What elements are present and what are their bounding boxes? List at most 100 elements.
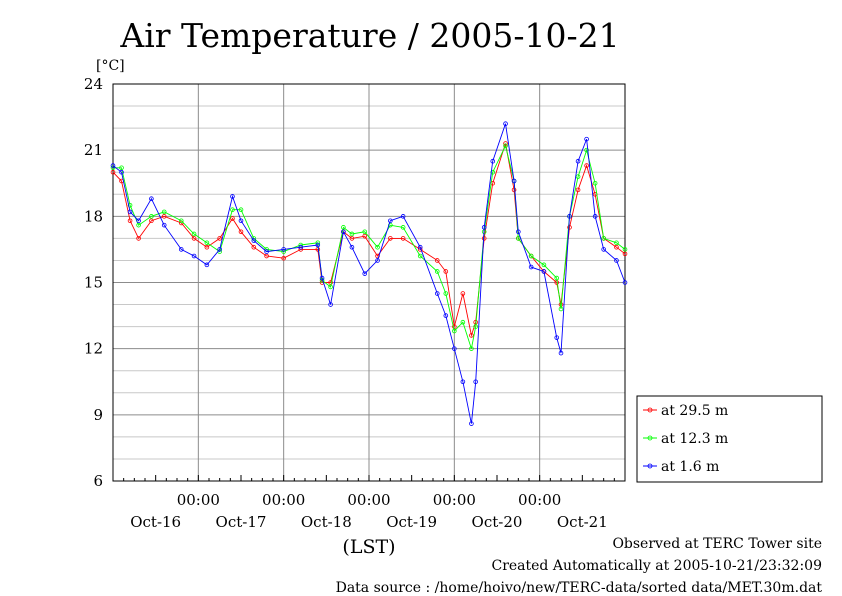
- data-point: [161, 209, 167, 215]
- data-point: [528, 264, 534, 270]
- data-point: [119, 169, 124, 175]
- data-point: [541, 269, 547, 274]
- data-point: [251, 238, 257, 243]
- data-point: [127, 218, 133, 224]
- data-point: [490, 158, 496, 164]
- data-point: [362, 229, 368, 235]
- data-point: [161, 214, 167, 219]
- series-line: [113, 144, 626, 349]
- data-point: [238, 229, 244, 235]
- data-point: [443, 291, 449, 296]
- series-2: [110, 121, 628, 426]
- data-point: [110, 163, 116, 168]
- data-point: [614, 244, 619, 250]
- data-point: [443, 313, 449, 318]
- legend-label: at 12.3 m: [661, 431, 728, 447]
- x-time-label: 00:00: [177, 491, 220, 509]
- data-point: [567, 225, 572, 230]
- data-point: [460, 379, 466, 385]
- data-point: [400, 236, 406, 241]
- data-point: [400, 214, 406, 219]
- legend-swatch-point: [647, 435, 653, 441]
- data-point: [349, 231, 355, 237]
- data-point: [511, 178, 517, 184]
- data-point: [191, 236, 197, 241]
- data-point: [328, 280, 333, 285]
- data-point: [434, 291, 440, 296]
- data-point: [191, 231, 197, 237]
- data-point: [375, 253, 380, 259]
- data-point: [503, 143, 508, 149]
- data-point: [264, 253, 269, 259]
- data-point: [204, 244, 210, 250]
- y-tick-label: 18: [84, 207, 103, 225]
- data-point: [528, 253, 534, 259]
- x-time-label: 00:00: [262, 491, 305, 509]
- data-point: [298, 244, 304, 250]
- x-time-label: 00:00: [433, 491, 476, 509]
- data-point: [230, 216, 235, 221]
- x-date-label: Oct-20: [472, 513, 523, 531]
- footer-observed: Observed at TERC Tower site: [612, 536, 822, 552]
- data-point: [127, 209, 133, 215]
- data-point: [341, 229, 346, 235]
- data-point: [251, 244, 257, 250]
- data-point: [136, 222, 141, 228]
- data-point: [328, 284, 333, 290]
- data-point: [149, 214, 154, 219]
- data-point: [178, 247, 184, 252]
- data-point: [388, 236, 393, 241]
- legend-box: [636, 395, 823, 483]
- data-point: [341, 225, 346, 230]
- legend-label: at 1.6 m: [661, 459, 719, 475]
- data-point: [191, 253, 197, 259]
- chart-title: Air Temperature / 2005-10-21: [119, 16, 619, 55]
- data-point: [473, 324, 478, 329]
- data-point: [575, 187, 581, 193]
- data-point: [452, 346, 457, 351]
- data-point: [443, 269, 449, 274]
- legend-label: at 29.5 m: [661, 403, 728, 419]
- data-point: [328, 302, 333, 307]
- data-point: [601, 247, 606, 252]
- grid: [112, 84, 626, 481]
- y-tick-labels: 6 9 12 15 18 21 24: [84, 75, 103, 490]
- data-point: [614, 240, 619, 246]
- data-point: [149, 218, 154, 224]
- data-point: [362, 271, 368, 276]
- data-point: [400, 225, 406, 230]
- data-point: [601, 236, 606, 241]
- y-tick-label: 15: [84, 274, 103, 292]
- data-point: [119, 165, 124, 171]
- legend-swatch-point: [647, 463, 653, 469]
- data-point: [281, 255, 286, 261]
- data-point: [149, 196, 154, 201]
- x-date-label: Oct-17: [216, 513, 267, 531]
- y-axis-unit: [°C]: [96, 58, 125, 74]
- x-date-label: Oct-16: [130, 513, 181, 531]
- footer-created: Created Automatically at 2005-10-21/23:3…: [491, 558, 822, 574]
- data-point: [541, 262, 547, 268]
- data-point: [614, 258, 619, 263]
- data-point: [575, 158, 581, 164]
- x-date-label: Oct-19: [386, 513, 437, 531]
- data-point: [217, 247, 222, 252]
- data-point: [388, 218, 393, 224]
- data-point: [469, 346, 474, 351]
- data-point: [178, 218, 184, 224]
- data-point: [375, 244, 380, 250]
- data-point: [417, 253, 423, 259]
- data-point: [349, 244, 355, 250]
- data-point: [575, 174, 581, 179]
- data-point: [622, 247, 628, 252]
- x-date-label: Oct-21: [557, 513, 608, 531]
- data-point: [264, 249, 269, 254]
- data-point: [567, 214, 572, 219]
- data-point: [516, 229, 521, 235]
- data-point: [554, 275, 560, 281]
- data-point: [136, 236, 141, 241]
- data-point: [503, 121, 508, 126]
- data-point: [473, 379, 478, 385]
- data-point: [511, 187, 517, 193]
- y-tick-label: 21: [84, 141, 103, 159]
